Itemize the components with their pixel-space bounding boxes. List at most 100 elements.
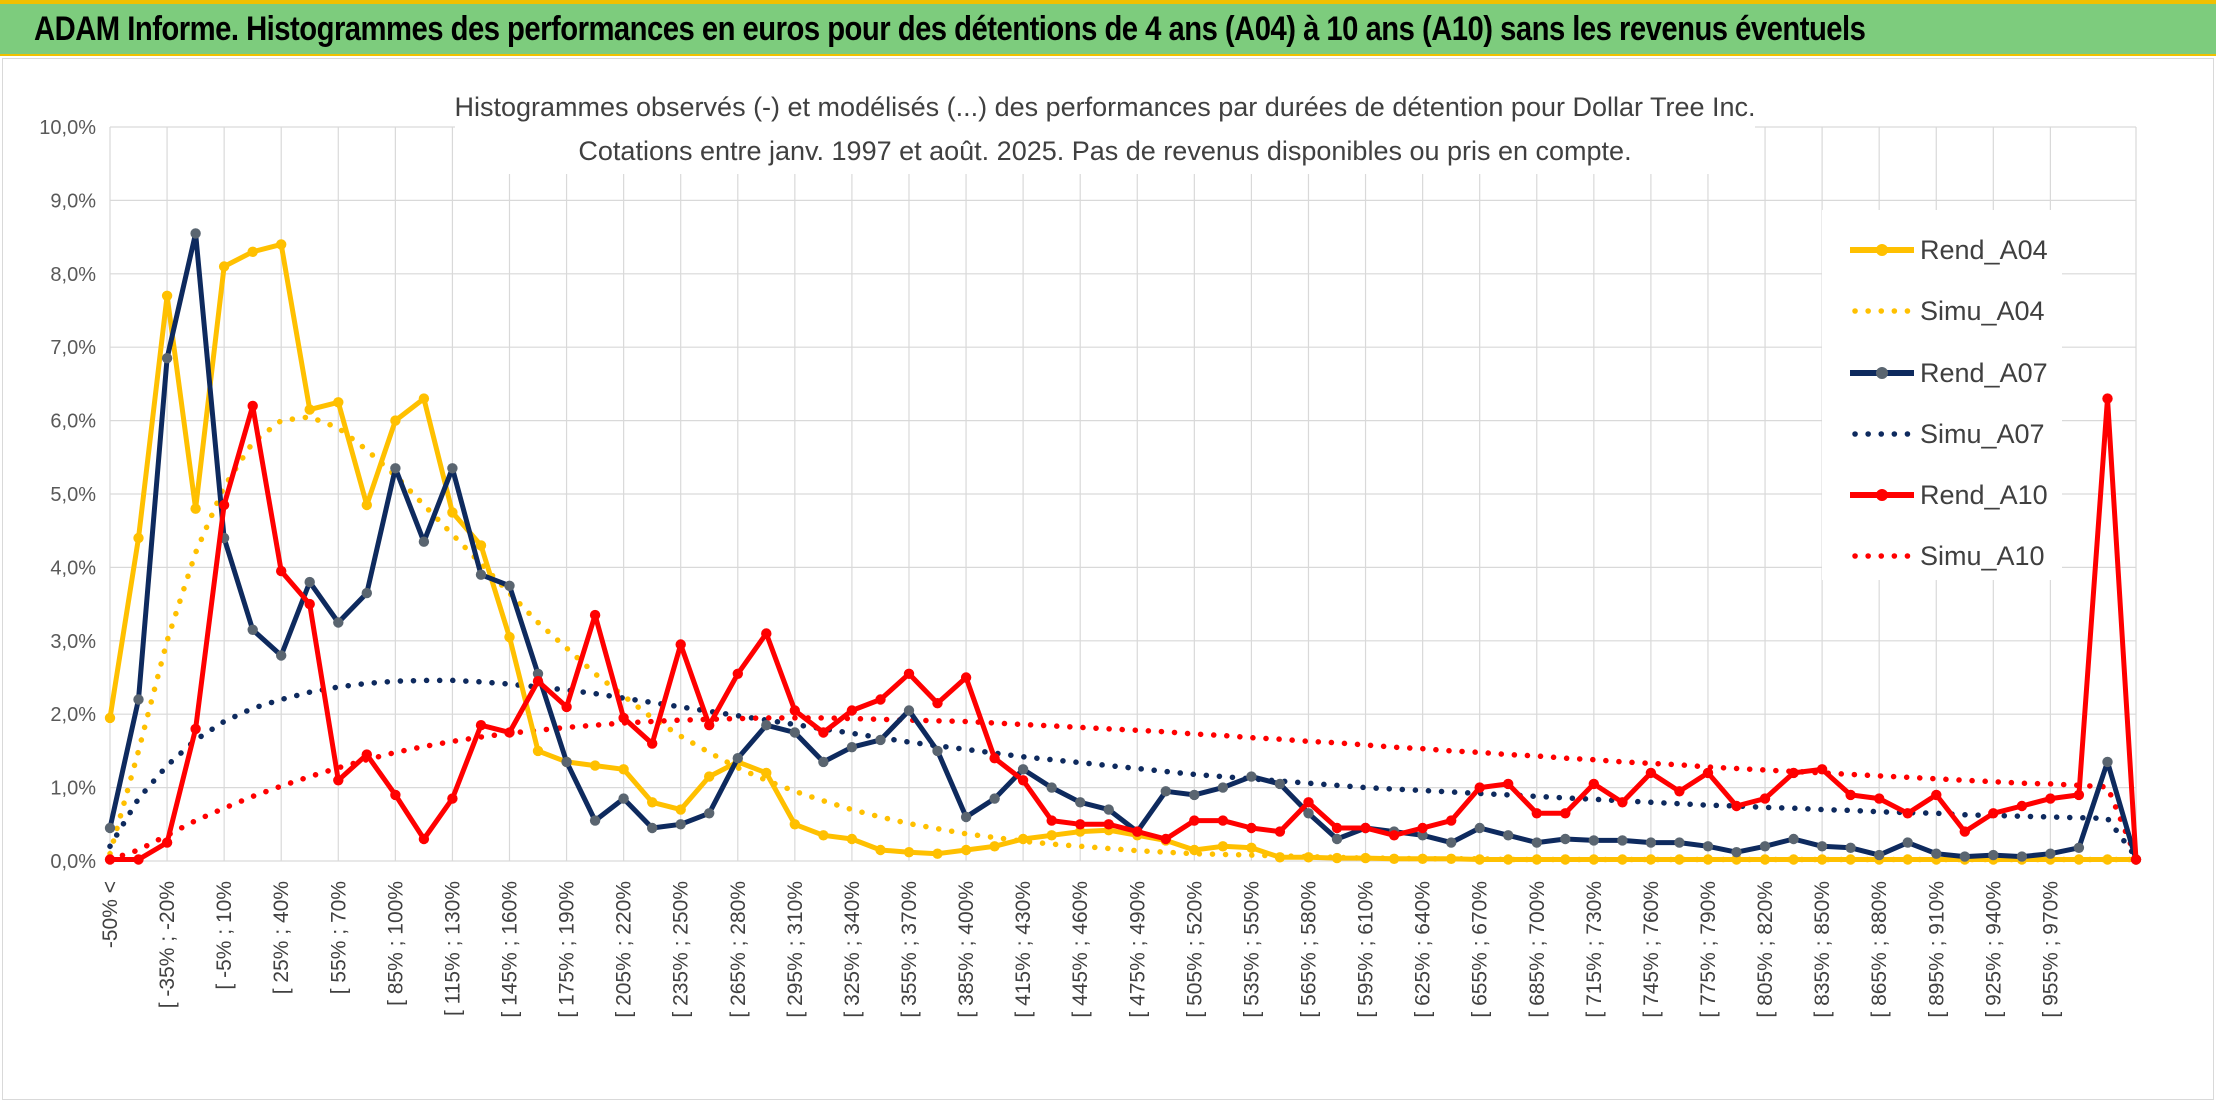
point-Rend_A04 [447,507,458,518]
point-Rend_A04 [104,712,116,724]
point-Rend_A07 [1874,849,1885,861]
point-Rend_A07 [846,742,858,753]
x-tick-label: [ -5% ; 10% [213,881,236,990]
point-Rend_A04 [276,239,287,250]
point-Rend_A10 [1246,822,1257,834]
point-Rend_A04 [247,246,258,257]
point-Rend_A04 [1816,854,1828,865]
point-Rend_A07 [104,822,116,834]
point-Rend_A07 [789,727,800,738]
point-Rend_A10 [1560,808,1571,819]
x-tick-label: [ 55% ; 70% [327,881,350,994]
point-Rend_A04 [133,532,144,544]
point-Rend_A10 [190,723,201,735]
series-lines [104,228,2142,865]
point-Rend_A07 [133,694,144,705]
chart-title: Histogrammes observés (-) et modélisés (… [454,92,1755,122]
legend-label-Rend_A10: Rend_A10 [1920,480,2048,510]
point-Rend_A07 [732,753,743,764]
point-Rend_A04 [1503,854,1514,865]
point-Rend_A10 [1274,826,1286,837]
series-line-Simu_A04 [107,414,2139,863]
x-tick-label: [ 835% ; 850% [1811,881,1834,1018]
series-line-Simu_A10 [107,715,2139,863]
report-title: ADAM Informe. Histogrammes des performan… [34,10,1866,48]
point-Rend_A04 [1845,854,1856,865]
y-tick-label: 3,0% [50,631,96,653]
point-Rend_A07 [618,793,629,804]
point-Rend_A07 [1017,764,1029,775]
point-Rend_A07 [989,793,1000,804]
point-Rend_A10 [1046,815,1057,826]
point-Rend_A07 [161,353,173,364]
point-Rend_A07 [1075,797,1086,808]
x-tick-label: [ 685% ; 700% [1526,881,1549,1018]
point-Rend_A10 [1017,775,1029,786]
legend-label-Rend_A04: Rend_A04 [1920,235,2048,265]
point-Rend_A10 [903,668,915,679]
point-Rend_A04 [789,819,800,830]
legend-label-Rend_A07: Rend_A07 [1920,358,2048,388]
x-tick-label: [ 265% ; 280% [727,881,750,1018]
x-tick-label: [ 235% ; 250% [670,881,693,1018]
point-Rend_A10 [1132,826,1143,837]
point-Rend_A10 [333,775,344,786]
point-Rend_A10 [704,720,715,731]
point-Rend_A07 [903,705,915,716]
x-tick-label: [ 655% ; 670% [1469,881,1492,1018]
point-Rend_A10 [247,400,258,412]
point-Rend_A07 [1645,837,1657,848]
point-Rend_A04 [1246,842,1257,853]
point-Rend_A10 [2045,793,2056,804]
point-Rend_A07 [1446,837,1457,848]
point-Rend_A04 [647,797,658,808]
point-Rend_A10 [1988,808,1999,819]
x-tick-label: [ 325% ; 340% [841,881,864,1018]
point-Rend_A07 [333,617,344,628]
point-Rend_A04 [1331,852,1343,864]
point-Rend_A07 [475,569,487,580]
point-Rend_A07 [2073,842,2085,853]
point-Rend_A10 [1645,767,1657,779]
x-tick-label: [ 505% ; 520% [1183,881,1206,1018]
point-Rend_A04 [304,404,315,415]
point-Rend_A07 [1731,847,1742,858]
x-tick-label: -50% < [99,881,122,948]
x-tick-label: [ 775% ; 790% [1697,881,1720,1018]
point-Rend_A10 [675,639,686,650]
point-Rend_A04 [1617,854,1628,865]
point-Rend_A07 [1046,782,1057,793]
point-Rend_A10 [589,609,601,621]
point-Rend_A10 [1902,808,1913,819]
point-Rend_A04 [361,499,372,511]
x-tick-label: [ 895% ; 910% [1925,881,1948,1018]
point-Rend_A07 [2102,756,2113,768]
point-Rend_A10 [1217,815,1229,826]
point-Rend_A10 [1845,789,1856,801]
point-Rend_A07 [532,668,544,679]
point-Rend_A04 [1417,853,1428,864]
point-Rend_A10 [447,793,458,804]
point-Rend_A04 [532,745,544,757]
point-Rend_A04 [1017,833,1029,845]
point-Rend_A04 [218,261,230,272]
point-Rend_A10 [390,789,401,801]
point-Rend_A04 [190,503,201,514]
point-Rend_A07 [1617,835,1628,846]
x-tick-label: [ 745% ; 760% [1640,881,1663,1018]
point-Rend_A10 [1617,797,1628,808]
x-tick-label: [ 535% ; 550% [1240,881,1263,1018]
point-Rend_A04 [989,841,1000,852]
point-Rend_A10 [532,676,544,687]
point-Rend_A07 [589,815,601,826]
point-Rend_A07 [447,463,458,474]
point-Rend_A10 [418,833,430,845]
point-Rend_A07 [647,822,658,834]
point-Rend_A07 [1217,782,1229,793]
point-Rend_A10 [1388,830,1400,841]
x-tick-label: [ 145% ; 160% [498,881,521,1018]
point-Rend_A04 [704,771,715,782]
point-Rend_A10 [1731,800,1742,812]
x-tick-label: [ -35% ; -20% [156,881,179,1008]
